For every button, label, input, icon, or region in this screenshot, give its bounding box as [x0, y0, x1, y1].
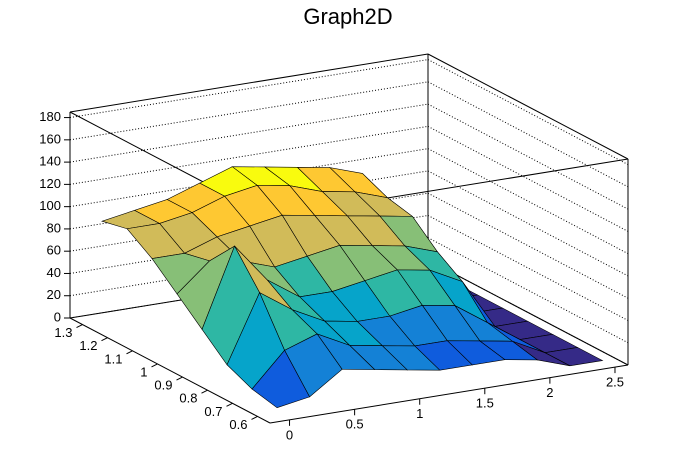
chart-title: Graph2D [303, 4, 392, 29]
z-tick-label: 180 [39, 109, 61, 124]
tick-mark [151, 363, 158, 368]
grid-line [69, 237, 429, 297]
z-tick-label: 0 [54, 309, 61, 324]
box-edge [69, 53, 429, 113]
grid-line [69, 148, 429, 208]
x-tick-label: 1.5 [476, 396, 494, 411]
y-tick-label: 1.3 [54, 325, 72, 340]
tick-mark [126, 350, 133, 355]
z-tick-label: 40 [47, 265, 61, 280]
tick-mark [176, 376, 183, 381]
grid-line [69, 214, 429, 274]
x-tick-label: 0 [286, 427, 293, 442]
box-edge [69, 317, 271, 424]
z-tick-label: 100 [39, 198, 61, 213]
tick-mark [76, 324, 83, 329]
x-tick-label: 0.5 [346, 417, 364, 432]
box-edge [427, 259, 629, 366]
grid-line [69, 259, 429, 319]
grid-line [69, 103, 429, 163]
x-tick-label: 2.5 [606, 375, 624, 390]
z-tick-label: 140 [39, 154, 61, 169]
z-tick-label: 160 [39, 131, 61, 146]
tick-mark [251, 415, 258, 420]
grid-line [69, 125, 429, 185]
y-tick-label: 1.1 [104, 351, 122, 366]
tick-mark [226, 402, 233, 407]
z-tick-label: 80 [47, 220, 61, 235]
box-edge [427, 53, 629, 160]
grid-line [69, 192, 429, 252]
z-tick-label: 120 [39, 176, 61, 191]
y-tick-label: 1.2 [79, 338, 97, 353]
z-tick-label: 20 [47, 287, 61, 302]
y-tick-label: 0.6 [229, 417, 247, 432]
z-tick-label: 60 [47, 243, 61, 258]
y-tick-label: 0.8 [179, 391, 197, 406]
y-tick-label: 0.9 [154, 378, 172, 393]
tick-mark [101, 337, 108, 342]
x-tick-label: 1 [416, 406, 423, 421]
grid-line [69, 59, 429, 119]
box-edge [269, 364, 629, 424]
grid-line [69, 81, 429, 141]
surface-cell [251, 349, 311, 409]
y-tick-label: 1 [140, 364, 147, 379]
x-tick-label: 2 [546, 385, 553, 400]
tick-mark [201, 389, 208, 394]
y-tick-label: 0.7 [204, 404, 222, 419]
